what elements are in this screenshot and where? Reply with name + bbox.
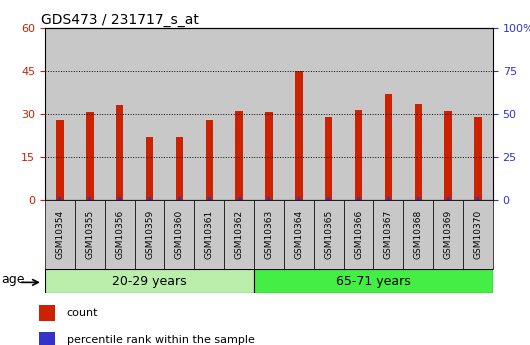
Bar [476,197,480,200]
Bar [118,197,121,200]
Text: 65-71 years: 65-71 years [336,275,411,288]
Bar [75,28,105,200]
FancyBboxPatch shape [374,200,403,269]
FancyBboxPatch shape [195,200,224,269]
Bar [105,28,135,200]
Bar [433,28,463,200]
Bar [146,137,153,200]
FancyBboxPatch shape [105,200,135,269]
Bar [206,120,213,200]
Bar [403,28,433,200]
Text: GDS473 / 231717_s_at: GDS473 / 231717_s_at [41,12,198,27]
Bar [374,28,403,200]
Text: GSM10364: GSM10364 [294,210,303,259]
FancyBboxPatch shape [45,269,254,293]
Bar [444,111,452,200]
Bar [195,28,224,200]
Text: GSM10363: GSM10363 [264,210,273,259]
Bar [268,197,270,200]
Bar [295,71,303,200]
FancyBboxPatch shape [343,200,374,269]
Bar [235,111,243,200]
Text: GSM10355: GSM10355 [85,210,94,259]
Bar [414,104,422,200]
FancyBboxPatch shape [403,200,433,269]
Bar [327,197,330,200]
Text: GSM10368: GSM10368 [414,210,423,259]
Text: percentile rank within the sample: percentile rank within the sample [67,335,254,345]
Bar [148,197,151,200]
Bar [355,110,363,200]
Bar [45,28,75,200]
Text: GSM10366: GSM10366 [354,210,363,259]
Bar [385,94,392,200]
Text: 20-29 years: 20-29 years [112,275,187,288]
FancyBboxPatch shape [284,200,314,269]
FancyBboxPatch shape [254,269,493,293]
FancyBboxPatch shape [164,200,195,269]
Bar [463,28,493,200]
Text: GSM10359: GSM10359 [145,210,154,259]
FancyBboxPatch shape [224,200,254,269]
Bar [39,305,55,321]
Bar [387,197,390,200]
Bar [417,197,420,200]
Text: GSM10370: GSM10370 [473,210,482,259]
Bar [164,28,195,200]
Text: GSM10361: GSM10361 [205,210,214,259]
Bar [224,28,254,200]
Bar [178,197,181,200]
Bar [474,117,482,200]
Text: GSM10362: GSM10362 [235,210,244,259]
Bar [116,105,123,200]
Bar [135,28,164,200]
Bar [39,332,55,345]
FancyBboxPatch shape [314,200,343,269]
Text: GSM10360: GSM10360 [175,210,184,259]
Bar [314,28,343,200]
Bar [357,197,360,200]
Bar [284,28,314,200]
Text: GSM10365: GSM10365 [324,210,333,259]
FancyBboxPatch shape [135,200,164,269]
Text: age: age [1,274,24,286]
Text: GSM10354: GSM10354 [56,210,65,259]
Bar [208,197,211,200]
Bar [343,28,374,200]
FancyBboxPatch shape [463,200,493,269]
FancyBboxPatch shape [75,200,105,269]
Bar [254,28,284,200]
Text: GSM10367: GSM10367 [384,210,393,259]
Bar [447,197,449,200]
Bar [89,197,91,200]
Bar [56,120,64,200]
Bar [58,197,61,200]
Bar [265,112,273,200]
Text: GSM10356: GSM10356 [115,210,124,259]
Bar [297,197,301,200]
Bar [175,137,183,200]
Text: count: count [67,308,98,318]
Bar [86,112,94,200]
FancyBboxPatch shape [433,200,463,269]
Text: GSM10369: GSM10369 [444,210,453,259]
FancyBboxPatch shape [45,200,75,269]
Bar [325,117,332,200]
Bar [237,197,241,200]
FancyBboxPatch shape [254,200,284,269]
